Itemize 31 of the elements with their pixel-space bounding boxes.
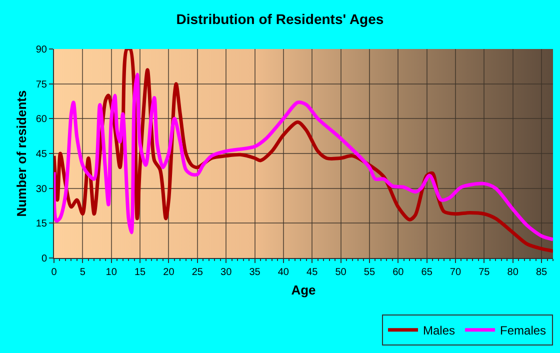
legend-label: Females: [500, 324, 546, 338]
y-tick-label: 75: [36, 79, 48, 90]
line-series: [54, 72, 553, 242]
x-tick-label: 65: [421, 267, 433, 278]
y-tick-label: 90: [36, 44, 48, 56]
x-tick-label: 5: [80, 267, 86, 278]
x-tick-label: 80: [507, 267, 519, 278]
x-tick-label: 0: [51, 267, 58, 278]
y-tick-label: 30: [36, 184, 48, 195]
x-tick-label: 35: [249, 267, 261, 278]
x-tick-label: 10: [106, 267, 118, 278]
x-tick-label: 30: [220, 267, 232, 278]
legend-label: Males: [423, 324, 456, 338]
x-tick-label: 85: [536, 267, 548, 278]
y-tick-label: 45: [36, 149, 48, 160]
x-axis-title: Age: [291, 282, 316, 298]
x-tick-label: 15: [134, 267, 146, 278]
x-tick-label: 25: [192, 267, 204, 278]
x-tick-label: 55: [364, 267, 376, 278]
y-tick-label: 15: [36, 218, 48, 230]
y-axis-title: Number of residents: [14, 90, 29, 217]
x-tick-label: 50: [335, 267, 347, 278]
y-tick-label: 60: [36, 114, 48, 126]
x-tick-label: 40: [278, 267, 290, 278]
x-tick-label: 45: [306, 267, 318, 278]
y-tick-label: 0: [41, 254, 48, 264]
x-tick-label: 20: [163, 267, 175, 278]
chart-title: Distribution of Residents' Ages: [176, 10, 384, 27]
x-tick-label: 75: [478, 267, 490, 278]
x-tick-label: 70: [450, 267, 462, 278]
x-tick-label: 60: [392, 267, 404, 278]
